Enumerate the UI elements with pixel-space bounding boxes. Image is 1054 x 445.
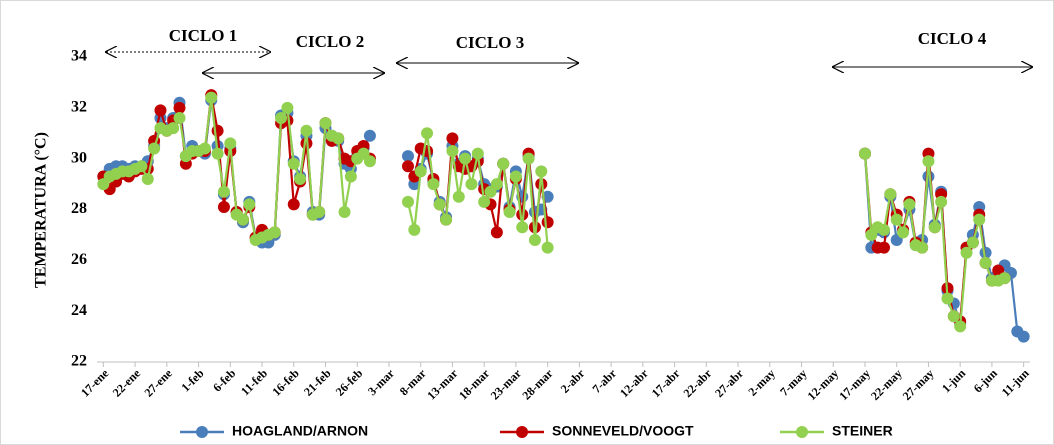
y-tick-label: 24 [71,302,87,319]
data-point [465,178,478,191]
data-point [402,160,414,173]
legend-label: HOAGLAND/ARNON [232,423,368,439]
y-axis-label: TEMPERATURA (°C) [33,132,50,288]
data-point [281,101,294,114]
data-point [884,188,897,201]
data-point [236,213,249,226]
data-point [490,226,503,239]
legend-marker [796,426,808,438]
y-tick-label: 30 [71,149,87,166]
data-point [522,152,535,165]
data-point [414,165,427,178]
data-point [217,185,230,198]
data-point [966,236,979,249]
data-point [287,198,300,211]
data-point [878,223,891,236]
data-point [471,147,484,160]
data-point [535,165,548,178]
cycle-label: CICLO 1 [169,26,237,45]
legend-marker [196,426,208,438]
data-point [427,178,440,191]
data-point [344,170,357,183]
data-point [516,221,529,234]
y-tick-label: 28 [71,200,87,217]
data-point [217,200,230,213]
data-point [294,173,307,185]
data-point [408,223,421,236]
data-point [141,173,154,185]
data-point [979,256,992,269]
data-point [135,160,148,173]
data-point [903,198,916,211]
data-point [446,145,459,158]
data-point [440,213,453,226]
data-point [928,221,941,234]
data-point [433,198,446,211]
data-point [313,206,326,219]
data-point [947,310,960,323]
data-point [509,170,522,183]
data-point [402,150,414,163]
data-point [224,137,237,150]
data-point [503,206,516,219]
data-point [973,213,986,226]
y-tick-label: 32 [71,99,87,116]
data-point [858,147,871,160]
data-point [167,122,180,135]
data-point [941,292,954,305]
data-point [1017,330,1030,343]
data-point [446,132,459,145]
data-point [935,195,948,208]
data-point [459,152,472,165]
data-point [243,198,256,211]
data-point [490,178,503,191]
data-point [897,226,910,239]
data-point [954,320,967,333]
data-point [173,101,186,114]
data-point [268,226,281,239]
data-point [363,129,376,142]
data-point [205,91,218,104]
data-point [300,124,313,137]
y-tick-label: 22 [71,353,87,370]
legend-label: STEINER [832,423,893,439]
data-point [402,195,414,208]
data-point [878,241,891,254]
data-point [319,117,332,130]
data-point [998,272,1011,285]
y-tick-label: 26 [71,251,87,268]
data-point [541,216,554,229]
cycle-label: CICLO 2 [296,32,364,51]
data-point [452,190,465,203]
data-point [497,157,510,170]
data-point [211,124,224,137]
y-tick-label: 34 [71,48,87,65]
legend-label: SONNEVELD/VOOGT [552,423,694,439]
data-point [363,155,376,168]
data-point [211,147,224,160]
data-point [198,142,211,155]
data-point [960,246,973,259]
data-point [916,241,929,254]
data-point [275,112,288,124]
data-point [332,132,345,145]
legend-marker [516,426,528,438]
data-point [148,142,161,155]
data-point [541,241,554,254]
data-point [478,195,491,208]
data-point [154,104,167,117]
cycle-label: CICLO 3 [456,33,524,52]
data-point [287,157,300,170]
data-point [421,127,434,140]
data-point [528,234,541,246]
cycle-label: CICLO 4 [918,29,987,48]
data-point [890,213,903,226]
data-point [922,155,935,168]
data-point [338,206,351,219]
data-point [173,112,186,124]
